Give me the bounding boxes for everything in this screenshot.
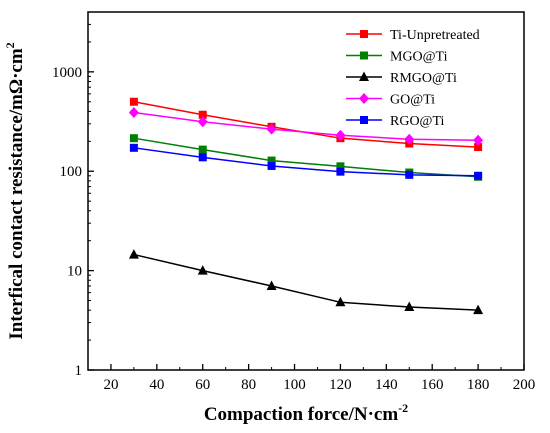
data-point (198, 153, 207, 162)
x-tick-label: 100 (283, 377, 306, 393)
legend-label: RMGO@Ti (390, 71, 457, 86)
data-point (473, 304, 484, 315)
series-rgo-ti (129, 143, 483, 180)
series-line (133, 253, 479, 311)
series-line (133, 111, 479, 141)
data-point (198, 110, 207, 119)
data-point (266, 123, 277, 135)
data-point (336, 167, 345, 176)
data-point (474, 171, 483, 180)
data-point (129, 134, 138, 143)
x-tick-label: 180 (467, 377, 490, 393)
legend-item: GO@Ti (346, 93, 435, 108)
data-point (197, 116, 208, 128)
legend: Ti-Unpretreated MGO@Ti RMGO@Ti GO@Ti RGO@Ti (346, 28, 480, 129)
legend-marker (360, 30, 368, 38)
data-point (474, 143, 483, 152)
y-tick-label: 10 (67, 264, 82, 280)
x-tick-label: 140 (375, 377, 398, 393)
legend-marker (359, 71, 369, 81)
legend-label: GO@Ti (390, 93, 435, 108)
legend-label: MGO@Ti (390, 50, 448, 65)
series-layer (128, 97, 484, 315)
data-point (198, 145, 207, 154)
x-tick-label: 20 (103, 377, 118, 393)
legend-label: Ti-Unpretreated (390, 28, 480, 43)
plot-frame (87, 11, 525, 371)
legend-label: RGO@Ti (390, 114, 445, 129)
data-point (267, 156, 276, 165)
data-point (404, 301, 415, 312)
data-point (129, 143, 138, 152)
x-tick-label: 80 (241, 377, 256, 393)
legend-item: MGO@Ti (346, 50, 448, 65)
x-tick-label: 120 (329, 377, 352, 393)
y-tick-label: 1000 (52, 65, 82, 81)
data-point (128, 249, 139, 259)
data-point (335, 296, 346, 307)
data-point (129, 97, 138, 106)
data-point (336, 162, 345, 171)
data-point (335, 129, 346, 141)
legend-marker (360, 51, 368, 60)
legend-item: Ti-Unpretreated (346, 28, 480, 43)
series-line (133, 147, 479, 177)
y-tick-label: 1 (75, 363, 83, 379)
data-point (266, 280, 277, 291)
series-rmgo-ti (128, 249, 484, 315)
data-point (404, 133, 415, 145)
data-point (267, 161, 276, 170)
x-tick-label: 40 (149, 377, 164, 393)
axis-ticks: 20 40 60 80 100 120 140 160 180 200 1 10 100 1000 (52, 23, 536, 393)
legend-marker (360, 116, 368, 124)
y-tick-label: 100 (60, 164, 83, 180)
data-point (197, 265, 208, 275)
series-mgo-ti (129, 134, 483, 181)
legend-marker (359, 93, 369, 104)
data-point (405, 170, 414, 179)
data-point (473, 134, 484, 146)
legend-item: RMGO@Ti (346, 71, 457, 86)
y-axis-title: Interfical contact resistance/mΩ·cm2 (3, 42, 27, 339)
x-tick-label: 60 (195, 377, 210, 393)
legend-item: RGO@Ti (346, 114, 445, 129)
x-axis-title: Compaction force/N·cm-2 (204, 401, 408, 425)
series-go-ti (128, 106, 484, 146)
x-tick-label: 200 (513, 377, 536, 393)
series-line (133, 137, 479, 178)
data-point (128, 106, 139, 118)
x-tick-label: 160 (421, 377, 444, 393)
